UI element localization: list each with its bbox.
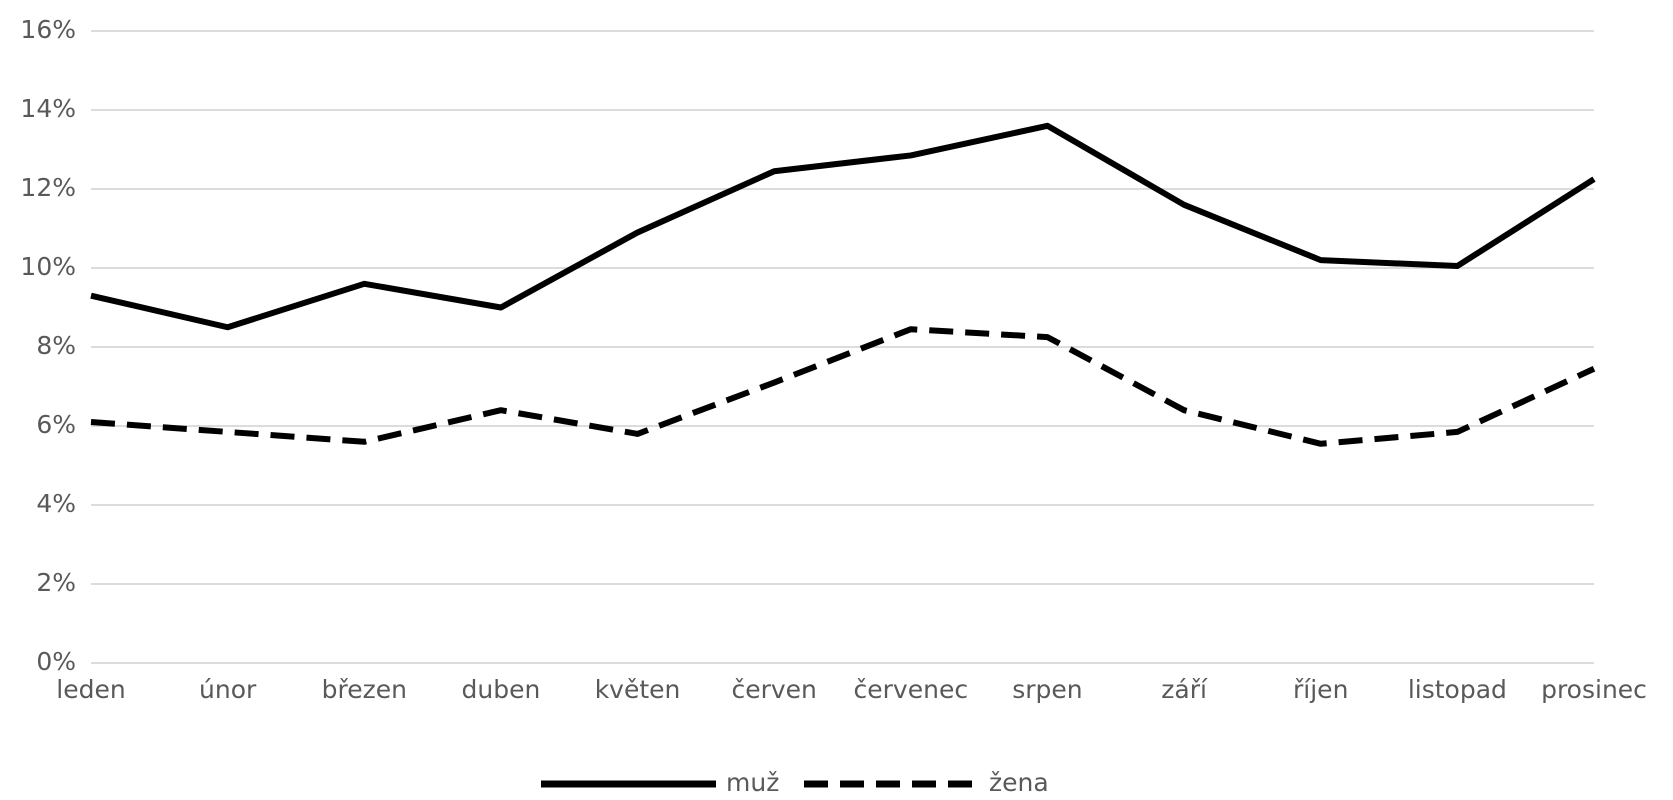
x-tick-label: září [1161, 675, 1208, 704]
y-tick-label: 10% [20, 252, 76, 281]
x-tick-label: prosinec [1541, 675, 1647, 704]
y-tick-label: 6% [36, 410, 76, 439]
x-tick-label: listopad [1408, 675, 1507, 704]
x-tick-label: leden [56, 675, 125, 704]
x-tick-label: říjen [1293, 675, 1348, 704]
x-tick-label: březen [322, 675, 407, 704]
x-tick-label: květen [595, 675, 681, 704]
x-tick-label: červenec [854, 675, 969, 704]
y-tick-label: 0% [36, 647, 76, 676]
x-tick-label: duben [462, 675, 541, 704]
y-tick-label: 14% [20, 94, 76, 123]
y-tick-label: 16% [20, 15, 76, 44]
series-line [90, 326, 1596, 447]
legend-label: žena [989, 768, 1049, 797]
y-tick-label: 2% [36, 568, 76, 597]
x-tick-label: únor [199, 675, 257, 704]
x-tick-label: červen [731, 675, 816, 704]
legend-label: muž [726, 768, 779, 797]
y-tick-label: 12% [20, 173, 76, 202]
y-tick-label: 8% [36, 331, 76, 360]
series-line [90, 122, 1596, 331]
x-tick-label: srpen [1012, 675, 1082, 704]
y-tick-label: 4% [36, 489, 76, 518]
